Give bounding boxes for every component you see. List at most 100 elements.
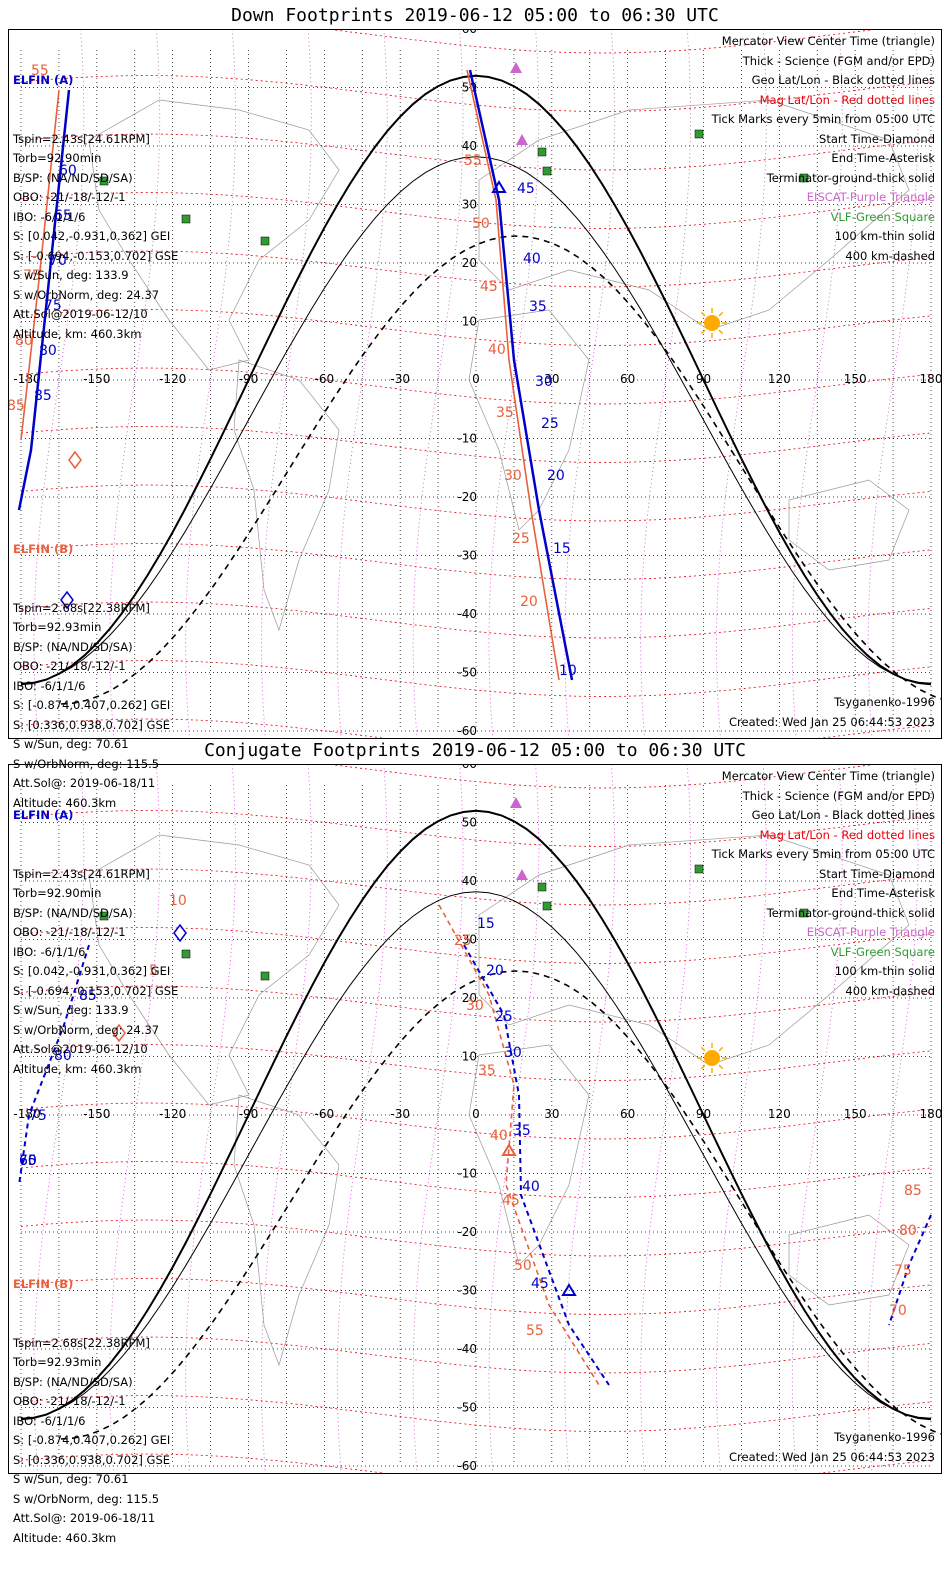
elfin-b-mag-track <box>20 89 60 441</box>
lon-tick-label: -90 <box>239 1107 259 1121</box>
track-tick-label: 25 <box>454 933 472 949</box>
mag-meridian <box>488 30 540 738</box>
vlf-square <box>99 176 109 186</box>
lat-tick-label: -30 <box>457 549 477 563</box>
sun-ray <box>718 311 724 317</box>
lon-tick-label: 180 <box>920 1107 941 1121</box>
track-tick-label: 55 <box>31 63 49 79</box>
elfin-a-line: S: [-0.694,-0.153,0.702] GSE <box>13 248 179 263</box>
mag-parallel <box>20 1336 932 1374</box>
elfin-b-line: Att.Sol@: 2019-06-18/11 <box>13 1511 156 1525</box>
lat-tick-label: 40 <box>462 139 477 153</box>
continent-outline <box>788 1214 910 1306</box>
eiscat-triangle <box>510 62 522 73</box>
sun-ray <box>700 311 706 317</box>
track-tick-label: 30 <box>466 998 484 1014</box>
lat-tick-label: 20 <box>462 991 477 1005</box>
vlf-square <box>694 129 704 139</box>
mag-meridian <box>336 30 388 738</box>
legend-entry: Tick Marks every 5min from 05:00 UTC <box>711 112 935 126</box>
track-tick-label: 25 <box>512 531 530 547</box>
mag-parallel <box>330 30 874 54</box>
elfin-a-line: B/SP: (NA/ND/SD/SA) <box>13 905 133 920</box>
lat-tick-label: 60 <box>462 765 477 771</box>
elfin-a-line: S w/OrbNorm, deg: 24.37 <box>13 1022 160 1037</box>
elfin-b-lines: Tspin=2.68s[22.38RPM] Torb=92.93min B/SP: … <box>13 599 170 814</box>
mag-parallel <box>20 1453 932 1473</box>
mag-parallel <box>20 1278 932 1315</box>
elfin-a-line: S w/Sun, deg: 133.9 <box>13 1003 129 1017</box>
lat-tick-label: 50 <box>462 816 477 830</box>
sun-ray <box>700 1046 706 1052</box>
mag-parallel <box>20 192 932 229</box>
legend-entry: Geo Lat/Lon - Black dotted lines <box>751 808 935 822</box>
vlf-square <box>181 214 191 224</box>
eiscat-triangle <box>510 797 522 808</box>
legend-entry: Terminator-ground-thick solid <box>766 905 935 920</box>
elfin-a-line: Altitude, km: 460.3km <box>13 1061 142 1076</box>
lon-tick-label: -120 <box>159 1107 186 1121</box>
mag-parallel <box>20 1395 932 1432</box>
lon-tick-label: 90 <box>696 372 711 386</box>
elfin-b-line: IBO: -6/1/1/6 <box>13 1413 86 1428</box>
vlf-square <box>542 166 552 176</box>
sun-ray <box>718 1064 724 1070</box>
track-tick-label: 20 <box>520 594 538 610</box>
legend-entry: End Time-Asterisk <box>831 886 935 900</box>
mag-parallel <box>20 250 932 288</box>
mag-meridian <box>564 765 616 1473</box>
elfin-b-name: ELFIN (B) <box>13 542 74 556</box>
lon-tick-label: 30 <box>544 1107 559 1121</box>
lat-tick-label: -10 <box>457 432 477 446</box>
lon-tick-label: -60 <box>315 1107 335 1121</box>
mag-parallel <box>20 133 932 171</box>
elfin-b-line: S: [0.336,0.938,0.702] GSE <box>13 1452 171 1467</box>
track-tick-label: 70 <box>19 1153 37 1169</box>
conjugate-map-plot: -180-150-120-90-60-300306090120150180706… <box>13 765 941 1473</box>
lon-tick-label: 180 <box>920 372 941 386</box>
elfin-b-name: ELFIN (B) <box>13 1277 74 1291</box>
legend-entry: 400 km-dashed <box>845 983 935 998</box>
mag-parallel <box>20 927 932 964</box>
elfin-a-line: S w/OrbNorm, deg: 24.37 <box>13 287 160 302</box>
terminator-100km <box>20 891 932 1419</box>
lon-tick-label: -180 <box>13 1107 40 1121</box>
legend-entry: 100 km-thin solid <box>834 964 935 978</box>
mag-meridian <box>185 765 237 1473</box>
mag-parallel <box>20 426 932 463</box>
start-diamond <box>112 1023 126 1043</box>
down-map-plot: -180 -150 -120 -90 -60 -30 0 30 60 90 120 150 180 70 6… <box>9 30 941 738</box>
lat-tick-label: 30 <box>462 198 477 212</box>
lat-tick-label: 20 <box>462 256 477 270</box>
lon-tick-label: 60 <box>620 1107 635 1121</box>
elfin-a-conj-track <box>463 944 610 1386</box>
track-tick-label: 50 <box>472 216 490 232</box>
lat-tick-label: -60 <box>457 724 477 738</box>
sun-ray <box>700 1064 706 1070</box>
elfin-b-line: S w/Sun, deg: 70.61 <box>13 737 129 751</box>
track-tick-label: 60 <box>59 163 77 179</box>
lat-tick-label: 10 <box>462 1050 477 1064</box>
mag-parallel <box>20 868 932 906</box>
vlf-square <box>181 949 191 959</box>
elfin-b-line: IBO: -6/1/1/6 <box>13 678 86 693</box>
mag-parallel <box>20 660 932 697</box>
elfin-a-info: ELFIN (A) Tspin=2.43s[24.61RPM] Torb=92.9… <box>13 767 178 1118</box>
continent-outline <box>478 834 910 1066</box>
sun-ray <box>718 329 724 335</box>
lon-tick-label: -120 <box>159 372 186 386</box>
elfin-a-line: Tspin=2.43s[24.61RPM] <box>13 866 150 881</box>
elfin-a-track <box>468 69 574 681</box>
track-tick-label: 45 <box>517 181 535 197</box>
legend-entry: Thick - Science (FGM and/or EPD) <box>742 788 935 803</box>
elfin-a-line: Torb=92.90min <box>13 886 102 900</box>
elfin-a-line: Att.Sol@2019-06-12/10 <box>13 307 148 321</box>
elfin-b-line: Tspin=2.68s[22.38RPM] <box>13 600 150 615</box>
continent-outline <box>88 99 340 371</box>
terminator-400km <box>60 970 941 1440</box>
track-tick-label: 80 <box>899 1223 917 1239</box>
legend-entry: Thick - Science (FGM and/or EPD) <box>742 53 935 68</box>
legend-entry: Mag Lat/Lon - Red dotted lines <box>759 92 935 107</box>
track-tick-label: 35 <box>529 299 547 315</box>
terminator-100km <box>20 156 932 684</box>
